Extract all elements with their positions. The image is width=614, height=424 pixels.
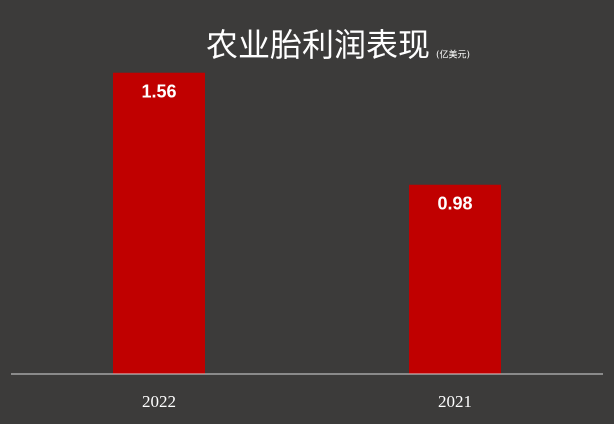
bar xyxy=(409,184,501,374)
chart-subtitle: (亿美元) xyxy=(436,49,470,61)
bar xyxy=(113,72,205,374)
data-label: 0.98 xyxy=(437,193,472,213)
x-tick-label: 2022 xyxy=(142,392,176,411)
data-label: 1.56 xyxy=(141,81,176,101)
chart-title: 农业胎利润表现 xyxy=(206,26,430,64)
x-tick-label: 2021 xyxy=(438,392,472,411)
